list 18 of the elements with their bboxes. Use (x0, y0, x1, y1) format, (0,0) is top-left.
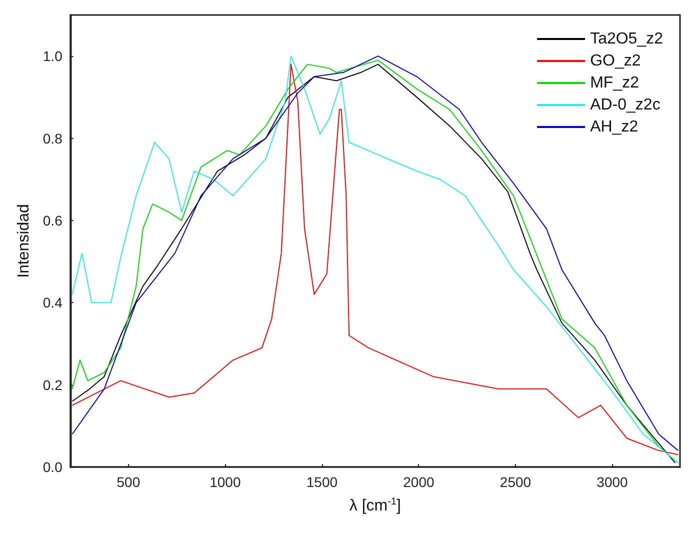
y-tick-label: 1.0 (42, 48, 63, 64)
legend-label: MF_z2 (590, 74, 640, 92)
y-tick-label: 0.0 (42, 459, 63, 475)
y-tick-label: 0.8 (42, 130, 63, 146)
x-tick-label: 2500 (500, 474, 532, 490)
x-tick-label: 3000 (596, 474, 628, 490)
y-tick-label: 0.6 (42, 212, 63, 228)
y-axis-title: Intensidad (16, 204, 32, 278)
x-tick-label: 1500 (306, 474, 338, 490)
x-tick-label: 2000 (403, 474, 435, 490)
legend-label: GO_z2 (590, 52, 641, 70)
legend-label: Ta2O5_z2 (590, 30, 664, 48)
x-tick-label: 500 (116, 474, 140, 490)
legend-label: AH_z2 (590, 118, 638, 136)
legend-label: AD-0_z2c (590, 96, 660, 114)
y-tick-label: 0.2 (42, 376, 63, 393)
y-tick-label: 0.4 (42, 294, 63, 311)
x-tick-label: 1000 (210, 474, 241, 490)
